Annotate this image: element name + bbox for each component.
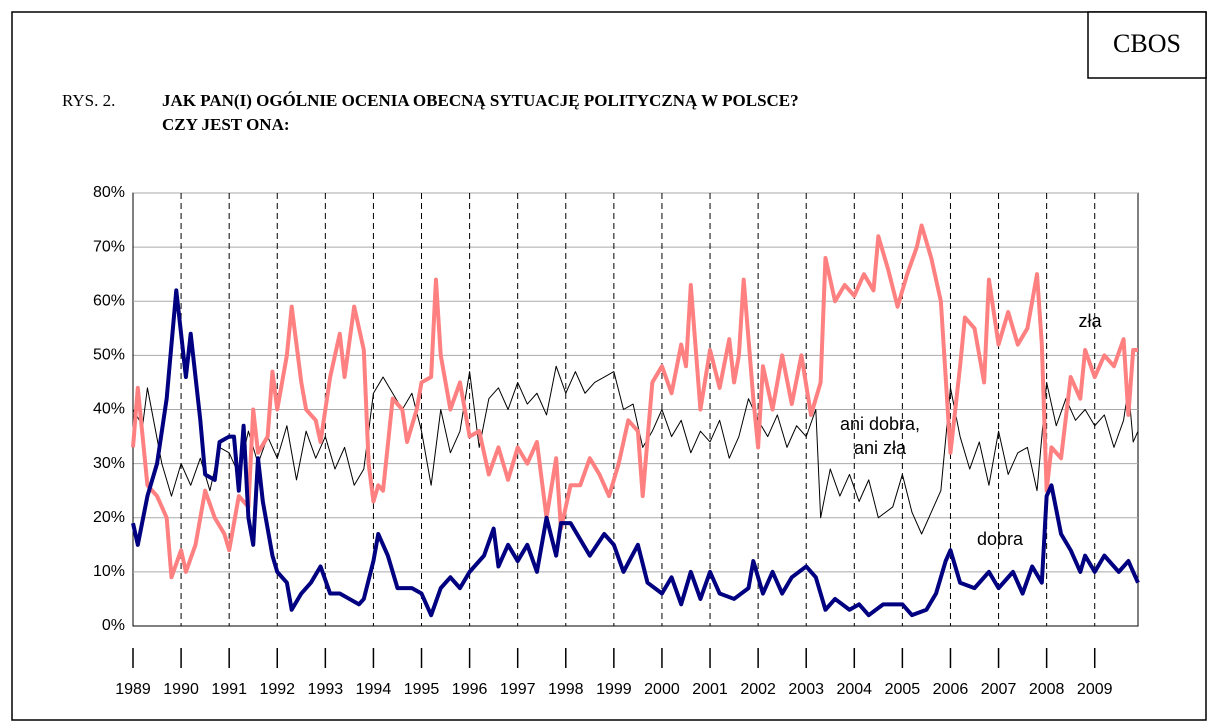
title: JAK PAN(I) OGÓLNIE OCENIA OBECNĄ SYTUACJ…	[162, 91, 799, 110]
y-tick-label: 20%	[93, 509, 125, 526]
x-tick-label: 2003	[788, 681, 824, 698]
series-line	[131, 288, 1140, 618]
x-tick-label: 2005	[885, 681, 921, 698]
frame	[11, 11, 1207, 721]
x-tick-label: 1989	[115, 681, 151, 698]
x-tick-label: 1996	[452, 681, 488, 698]
x-tick-label: 2000	[644, 681, 680, 698]
brand-box	[1087, 11, 1207, 79]
x-tick-label: 1992	[259, 681, 295, 698]
brand: CBOS	[1113, 29, 1181, 58]
figure-label: RYS. 2.	[62, 91, 115, 110]
series-label: zła	[1078, 311, 1102, 331]
y-tick-label: 0%	[102, 617, 125, 634]
x-tick-label: 1990	[163, 681, 199, 698]
x-tick-label: 1991	[211, 681, 247, 698]
x-tick-label: 2007	[981, 681, 1017, 698]
x-tick-label: 2004	[836, 681, 872, 698]
x-tick-label: 2002	[740, 681, 776, 698]
series-line	[132, 365, 1139, 535]
x-tick-label: 1994	[356, 681, 392, 698]
y-tick-label: 60%	[93, 292, 125, 309]
series-label: dobra	[977, 529, 1024, 549]
title: CZY JEST ONA:	[162, 115, 290, 134]
y-tick-label: 50%	[93, 347, 125, 364]
y-tick-label: 30%	[93, 455, 125, 472]
y-tick-label: 40%	[93, 401, 125, 418]
x-tick-label: 2006	[933, 681, 969, 698]
x-tick-label: 1999	[596, 681, 632, 698]
y-tick-label: 10%	[93, 563, 125, 580]
x-tick-label: 1995	[404, 681, 440, 698]
x-tick-label: 2009	[1077, 681, 1113, 698]
series-line	[131, 223, 1138, 580]
x-tick-label: 1993	[308, 681, 344, 698]
x-tick-label: 1998	[548, 681, 584, 698]
y-tick-label: 80%	[93, 184, 125, 201]
series-label: ani zła	[854, 438, 907, 458]
x-tick-label: 2001	[692, 681, 728, 698]
series-label: ani dobra,	[840, 414, 920, 434]
x-tick-label: 1997	[500, 681, 536, 698]
y-tick-label: 70%	[93, 238, 125, 255]
x-tick-label: 2008	[1029, 681, 1065, 698]
